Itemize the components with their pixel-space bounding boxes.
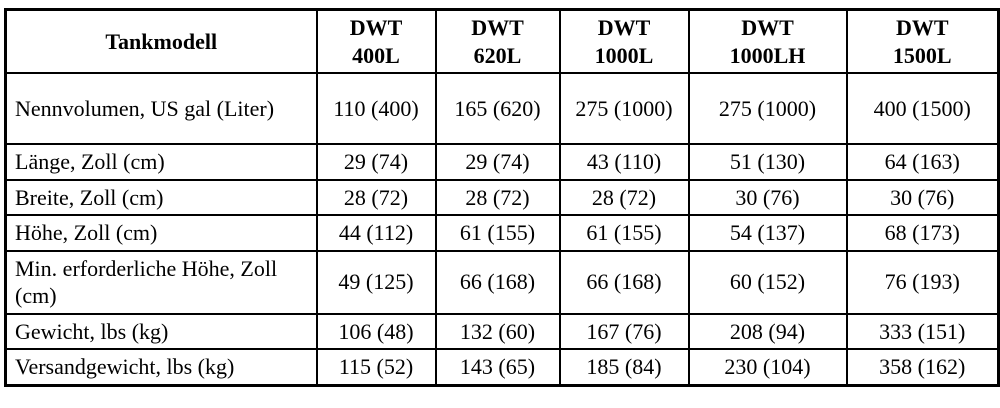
table-cell: 115 (52) — [315, 348, 437, 386]
column-header-line1: DWT — [471, 15, 524, 40]
row-label: Versandgewicht, lbs (kg) — [4, 348, 318, 386]
table-cell: 64 (163) — [845, 143, 1000, 181]
table-row-breite: Breite, Zoll (cm) 28 (72) 28 (72) 28 (72… — [4, 178, 1000, 216]
table-cell: 333 (151) — [845, 312, 1000, 350]
column-header-dwt-1000l: DWT 1000L — [558, 8, 690, 74]
column-header-line1: DWT — [741, 15, 794, 40]
table-cell: 51 (130) — [687, 143, 848, 181]
table-cell: 167 (76) — [558, 312, 690, 350]
row-label: Länge, Zoll (cm) — [4, 143, 318, 181]
table-cell: 29 (74) — [315, 143, 437, 181]
column-header-line1: DWT — [597, 15, 651, 40]
table-cell: 28 (72) — [315, 178, 437, 216]
column-header-line1: DWT — [349, 15, 403, 40]
header-row: Tankmodell DWT 400L DWT 620L DWT 1000L D… — [4, 8, 1000, 74]
table-cell: 66 (168) — [434, 249, 561, 315]
column-header-line1: DWT — [895, 15, 949, 40]
column-header-dwt-1000lh: DWT 1000LH — [687, 8, 848, 74]
table-cell: 28 (72) — [434, 178, 561, 216]
row-label: Breite, Zoll (cm) — [4, 178, 318, 216]
table-cell: 132 (60) — [434, 312, 561, 350]
table-cell: 66 (168) — [558, 249, 690, 315]
column-header-line2: 620L — [473, 42, 522, 68]
table-cell: 30 (76) — [687, 178, 848, 216]
column-header-dwt-620l: DWT 620L — [434, 8, 561, 74]
table-row-min-hoehe: Min. erforderliche Höhe, Zoll (cm) 49 (1… — [4, 249, 1000, 315]
table-cell: 110 (400) — [315, 72, 437, 145]
tank-spec-table: Tankmodell DWT 400L DWT 620L DWT 1000L D… — [4, 8, 1000, 387]
row-label: Nennvolumen, US gal (Liter) — [4, 72, 318, 145]
row-label: Min. erforderliche Höhe, Zoll (cm) — [4, 249, 318, 315]
table-cell: 61 (155) — [558, 214, 690, 252]
table-cell: 106 (48) — [315, 312, 437, 350]
row-label: Höhe, Zoll (cm) — [4, 214, 318, 252]
table-row-versandgewicht: Versandgewicht, lbs (kg) 115 (52) 143 (6… — [4, 348, 1000, 386]
table-cell: 68 (173) — [845, 214, 1000, 252]
table-cell: 76 (193) — [845, 249, 1000, 315]
table-cell: 230 (104) — [687, 348, 848, 386]
table-cell: 165 (620) — [434, 72, 561, 145]
table-row-laenge: Länge, Zoll (cm) 29 (74) 29 (74) 43 (110… — [4, 143, 1000, 181]
table-cell: 358 (162) — [845, 348, 1000, 386]
table-row-nennvolumen: Nennvolumen, US gal (Liter) 110 (400) 16… — [4, 72, 1000, 145]
table-cell: 400 (1500) — [845, 72, 1000, 145]
table-cell: 275 (1000) — [558, 72, 690, 145]
table-cell: 208 (94) — [687, 312, 848, 350]
row-label: Gewicht, lbs (kg) — [4, 312, 318, 350]
table-row-hoehe: Höhe, Zoll (cm) 44 (112) 61 (155) 61 (15… — [4, 214, 1000, 252]
table-cell: 54 (137) — [687, 214, 848, 252]
column-header-line2: 1500L — [892, 42, 952, 68]
table-cell: 28 (72) — [558, 178, 690, 216]
table-cell: 29 (74) — [434, 143, 561, 181]
table-cell: 143 (65) — [434, 348, 561, 386]
table-cell: 43 (110) — [558, 143, 690, 181]
table-row-gewicht: Gewicht, lbs (kg) 106 (48) 132 (60) 167 … — [4, 312, 1000, 350]
table-cell: 44 (112) — [315, 214, 437, 252]
column-header-line2: 1000LH — [729, 42, 806, 68]
corner-header-tankmodell: Tankmodell — [4, 8, 318, 74]
column-header-dwt-400l: DWT 400L — [315, 8, 437, 74]
table-cell: 30 (76) — [845, 178, 1000, 216]
column-header-dwt-1500l: DWT 1500L — [845, 8, 1000, 74]
column-header-line2: 1000L — [594, 42, 654, 68]
table-cell: 61 (155) — [434, 214, 561, 252]
table-cell: 60 (152) — [687, 249, 848, 315]
table-cell: 275 (1000) — [687, 72, 848, 145]
table-cell: 185 (84) — [558, 348, 690, 386]
column-header-line2: 400L — [352, 42, 400, 68]
table-cell: 49 (125) — [315, 249, 437, 315]
